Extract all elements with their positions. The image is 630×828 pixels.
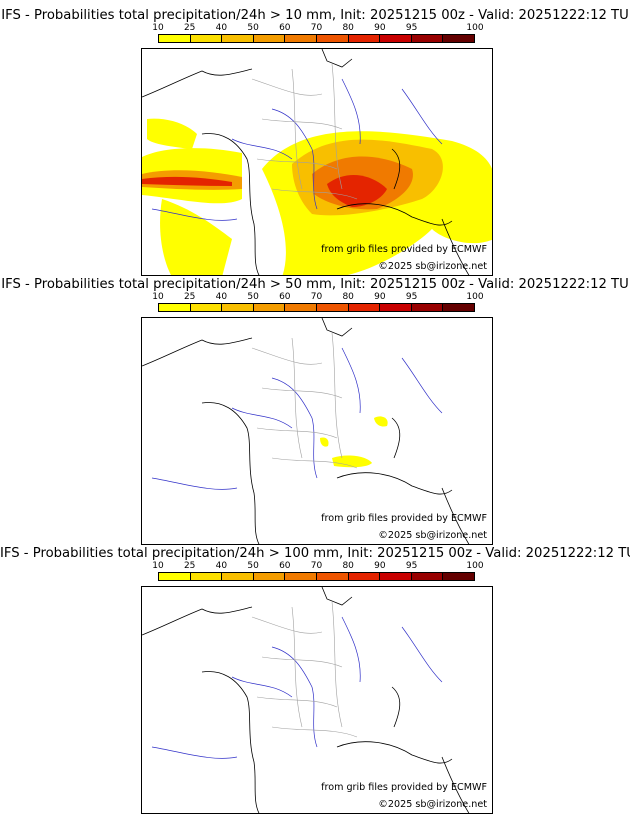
map-50mm: from grib files provided by ECMWF ©2025 … [141, 317, 493, 545]
colorbar-tick-label: 80 [342, 292, 354, 302]
colorbar-segment [159, 35, 191, 42]
colorbar-tick-label: 90 [374, 561, 386, 571]
credit-copyright: ©2025 sb@irizone.net [378, 261, 487, 272]
colorbar-segment [222, 573, 254, 580]
colorbar-segment [222, 304, 254, 311]
colorbar-segment [443, 573, 474, 580]
colorbar-segment [190, 304, 223, 311]
panel-title: IFS - Probabilities total precipitation/… [0, 546, 630, 561]
map-10mm: from grib files provided by ECMWF ©2025 … [141, 48, 493, 276]
colorbar-tick-label: 100 [466, 561, 484, 571]
colorbar-ticks: 10 25 40 50 60 70 80 90 95 100 [0, 23, 630, 33]
colorbar-tick-label: 95 [405, 23, 418, 33]
colorbar-tick-label: 40 [215, 292, 228, 302]
coastlines [142, 587, 470, 813]
colorbar-segment [380, 304, 412, 311]
panel-title: IFS - Probabilities total precipitation/… [1, 8, 629, 23]
colorbar-tick-label: 40 [215, 561, 228, 571]
colorbar-tick-label: 25 [183, 23, 196, 33]
colorbar-segment [348, 304, 381, 311]
credit-copyright: ©2025 sb@irizone.net [378, 799, 487, 810]
rivers [151, 78, 443, 221]
colorbar-segment [411, 304, 444, 311]
colorbar-tick-label: 60 [279, 23, 291, 33]
colorbar-ticks: 10 25 40 50 60 70 80 90 95 100 [0, 292, 630, 302]
colorbar-tick-label: 70 [310, 561, 323, 571]
precip-field [320, 416, 388, 468]
credit-source: from grib files provided by ECMWF [321, 782, 487, 793]
colorbar-segment [285, 304, 317, 311]
colorbar-segment [159, 304, 191, 311]
colorbar-segment [411, 35, 444, 42]
colorbar-tick-label: 40 [215, 23, 228, 33]
colorbar-tick-label: 100 [466, 23, 484, 33]
colorbar-tick-label: 80 [342, 561, 354, 571]
colorbar-segment [443, 304, 474, 311]
colorbar-tick-label: 10 [152, 561, 164, 571]
coastlines [142, 49, 470, 275]
colorbar-tick-label: 60 [279, 292, 291, 302]
colorbar-tick-label: 95 [405, 292, 418, 302]
colorbar-segment [348, 573, 381, 580]
colorbar-ticks: 10 25 40 50 60 70 80 90 95 100 [0, 561, 630, 571]
colorbar-segment [316, 35, 349, 42]
colorbar-segment [285, 35, 317, 42]
panel-title: IFS - Probabilities total precipitation/… [1, 277, 629, 292]
colorbar-tick-label: 10 [152, 23, 164, 33]
map-100mm: from grib files provided by ECMWF ©2025 … [141, 586, 493, 814]
colorbar-segment [190, 573, 223, 580]
colorbar-segment [411, 573, 444, 580]
colorbar [158, 303, 475, 312]
borders [251, 63, 358, 200]
map-canvas [142, 49, 492, 275]
colorbar-tick-label: 90 [374, 23, 386, 33]
colorbar-tick-label: 50 [247, 561, 259, 571]
credit-copyright: ©2025 sb@irizone.net [378, 530, 487, 541]
colorbar-tick-label: 50 [247, 23, 259, 33]
map-canvas [142, 587, 470, 813]
colorbar-tick-label: 50 [247, 292, 259, 302]
colorbar-segment [253, 35, 286, 42]
colorbar-segment [190, 35, 223, 42]
colorbar-tick-label: 95 [405, 561, 418, 571]
colorbar-tick-label: 60 [279, 561, 291, 571]
colorbar-tick-label: 25 [183, 561, 196, 571]
panel-50mm: IFS - Probabilities total precipitation/… [0, 277, 630, 545]
colorbar-tick-label: 70 [310, 292, 323, 302]
map-canvas [142, 318, 470, 544]
colorbar-segment [253, 304, 286, 311]
credit-source: from grib files provided by ECMWF [321, 244, 487, 255]
colorbar-segment [159, 573, 191, 580]
rivers [151, 616, 443, 759]
colorbar-tick-label: 90 [374, 292, 386, 302]
colorbar-segment [222, 35, 254, 42]
coastlines [142, 318, 470, 544]
colorbar-tick-label: 100 [466, 292, 484, 302]
borders [251, 332, 358, 469]
colorbar-segment [285, 573, 317, 580]
borders [251, 601, 358, 738]
credit-source: from grib files provided by ECMWF [321, 513, 487, 524]
panel-100mm: IFS - Probabilities total precipitation/… [0, 546, 630, 814]
colorbar-tick-label: 80 [342, 23, 354, 33]
colorbar [158, 572, 475, 581]
colorbar-segment [380, 573, 412, 580]
precip-field [142, 118, 492, 275]
colorbar-segment [253, 573, 286, 580]
colorbar-segment [380, 35, 412, 42]
rivers [151, 347, 443, 490]
colorbar [158, 34, 475, 43]
colorbar-segment [316, 304, 349, 311]
colorbar-segment [316, 573, 349, 580]
colorbar-tick-label: 10 [152, 292, 164, 302]
panel-10mm: IFS - Probabilities total precipitation/… [0, 8, 630, 276]
colorbar-segment [348, 35, 381, 42]
colorbar-tick-label: 70 [310, 23, 323, 33]
colorbar-segment [443, 35, 474, 42]
colorbar-tick-label: 25 [183, 292, 196, 302]
